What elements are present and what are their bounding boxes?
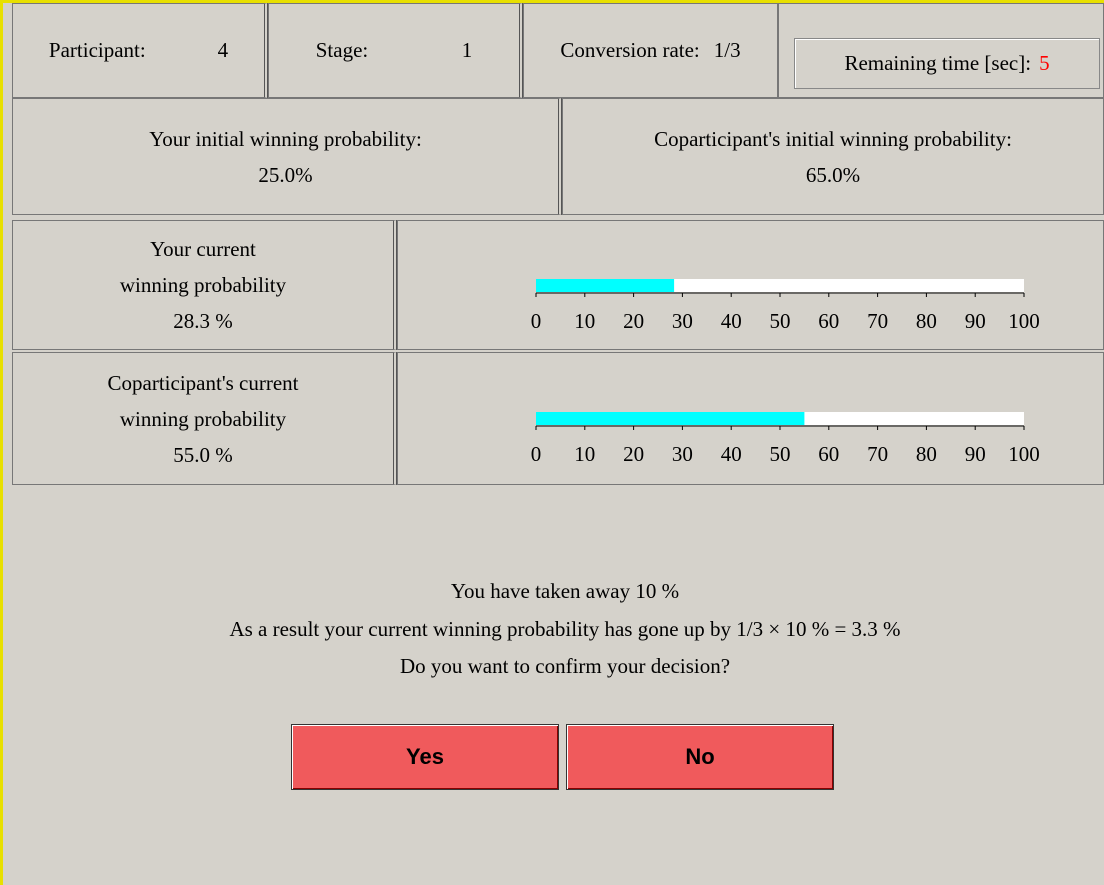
value: 1/3 [713, 38, 741, 62]
tick-label: 20 [623, 442, 644, 466]
bar-fill [536, 279, 675, 292]
value: 1 [461, 38, 473, 62]
tick-label: 10 [574, 309, 595, 333]
label: Your initial winning probability: [149, 126, 422, 151]
tick-label: 80 [916, 309, 937, 333]
timer-box: Remaining time [sec]: 5 [794, 38, 1100, 89]
message: You have taken away 10 % As a result you… [3, 573, 1104, 686]
tick-label: 10 [574, 442, 595, 466]
message-line: As a result your current winning probabi… [229, 616, 901, 641]
message-line: Do you want to confirm your decision? [399, 654, 731, 678]
value: 4 [217, 38, 229, 62]
tick-label: 90 [965, 309, 986, 333]
tick-label: 50 [770, 309, 791, 333]
label: Coparticipant's current [107, 370, 299, 395]
tick-label: 80 [916, 442, 937, 466]
tick-label: 0 [531, 309, 542, 333]
label: winning probability [119, 273, 287, 297]
label: Remaining time [sec]: [844, 51, 1032, 75]
label: Your current [150, 237, 256, 261]
probability-bars: 0 10 20 30 40 50 60 70 80 90 100 0 10 20 30 40 50 60 70 80 9… [531, 279, 1040, 466]
tick-label: 50 [770, 442, 791, 466]
tick-label: 60 [818, 442, 839, 466]
bar-fill [536, 412, 805, 425]
value: 65.0% [805, 162, 861, 187]
value: 28.3 % [173, 309, 233, 333]
tick-label: 30 [672, 309, 693, 333]
coparticipant-current: Coparticipant's current winning probabil… [12, 352, 397, 485]
remaining-cell: Remaining time [sec]: 5 [778, 3, 1104, 98]
label: winning probability [119, 406, 287, 431]
tick-label: 40 [721, 309, 742, 333]
label: Stage: [315, 38, 369, 62]
tick-label: 40 [721, 442, 742, 466]
tick-label: 30 [672, 442, 693, 466]
yes-button[interactable]: Yes [291, 724, 559, 790]
label: Participant: [48, 38, 146, 62]
value: 25.0% [258, 162, 313, 187]
tick-label: 90 [965, 442, 986, 466]
value: 55.0 % [173, 442, 233, 467]
your-initial: Your initial winning probability: 25.0% [12, 98, 562, 215]
tick-label: 100 [1008, 442, 1040, 466]
no-button[interactable]: No [566, 724, 834, 790]
tick-label: 0 [531, 442, 542, 466]
value: 5 [1039, 51, 1050, 75]
label: Conversion rate: [560, 38, 700, 62]
tick-label: 100 [1008, 309, 1040, 333]
tick-label: 70 [867, 309, 888, 333]
tick-label: 20 [623, 309, 644, 333]
tick-label: 60 [818, 309, 839, 333]
tick-label: 70 [867, 442, 888, 466]
your-current: Your current winning probability 28.3 % [12, 220, 397, 350]
stage-cell: Stage: 1 [268, 3, 523, 98]
participant-cell: Participant: 4 [12, 3, 268, 98]
message-line: You have taken away 10 % [450, 579, 680, 603]
conversion-cell: Conversion rate: 1/3 [523, 3, 778, 98]
label: Coparticipant's initial winning probabil… [654, 126, 1012, 151]
